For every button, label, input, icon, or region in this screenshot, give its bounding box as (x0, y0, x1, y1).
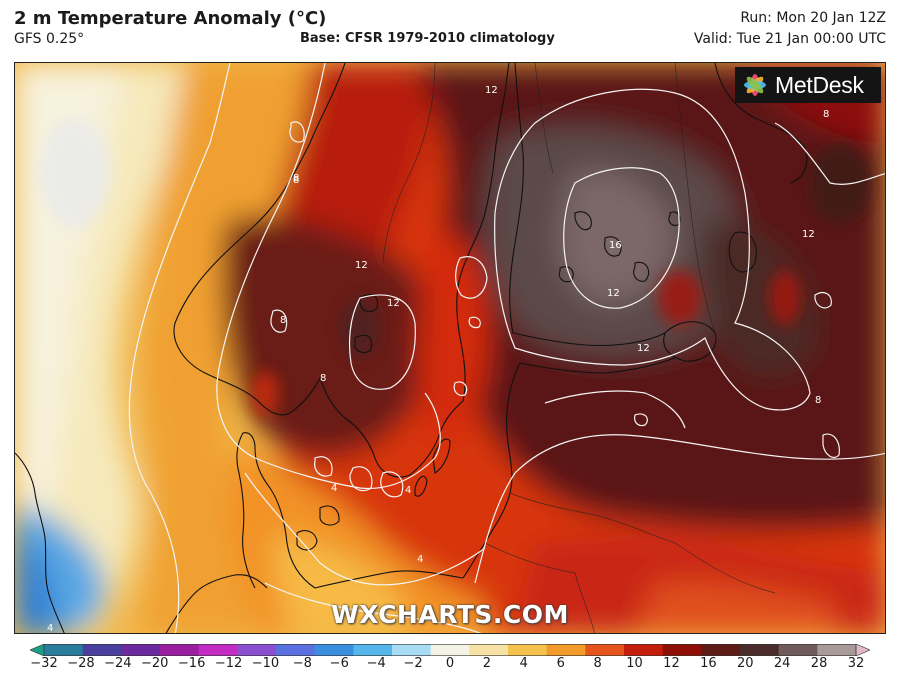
colorbar-segment (662, 644, 702, 656)
colorbar-tick-label: −28 (67, 656, 95, 671)
anomaly-details (40, 118, 870, 415)
contour-label: 4 (405, 485, 411, 496)
colorbar-tick-label: −6 (329, 656, 349, 671)
colorbar-segment (430, 644, 470, 656)
metdesk-star-icon (744, 74, 766, 96)
colorbar-tick-label: 2 (482, 656, 492, 671)
colorbar-segment (508, 644, 548, 656)
contour-label: 12 (607, 288, 620, 299)
colorbar-tick-label: 28 (810, 656, 828, 671)
metdesk-logo-text: MetDesk (775, 71, 864, 98)
anomaly-field (15, 63, 885, 633)
contour-label: 12 (485, 85, 498, 96)
colorbar-segment (701, 644, 741, 656)
color-scale-ticks: −32 −28 −24 −20 −16 −12 −10 −8 −6 −4 −2 0 2 4 6 8 10 12 16… (0, 656, 900, 676)
colorbar-tick-label: 4 (519, 656, 528, 671)
contour-label: 8 (293, 175, 299, 186)
colorbar-tick-label: −2 (403, 656, 423, 671)
colorbar-tick-label: −12 (214, 656, 243, 671)
colorbar-segment (624, 644, 664, 656)
wxcharts-watermark: WXCHARTS.COM (331, 600, 569, 629)
contour-label: 4 (331, 483, 337, 494)
colorbar-segment (392, 644, 432, 656)
colorbar-tick-label: 8 (593, 656, 602, 671)
temperature-anomaly-map[interactable]: 12 8 8 12 12 16 12 12 12 8 8 8 4 4 4 4 8 (14, 62, 886, 634)
run-time-label: Run: Mon 20 Jan 12Z (740, 10, 886, 26)
model-label: GFS 0.25° (14, 31, 85, 47)
colorbar-max-arrow (855, 643, 871, 657)
colorbar-tick-label: −32 (30, 656, 58, 671)
contour-label: 12 (387, 298, 400, 309)
colorbar-tick-label: −24 (104, 656, 132, 671)
coastlines (15, 63, 808, 633)
colorbar-segment (469, 644, 509, 656)
colorbar-segment (353, 644, 393, 656)
colorbar-border (43, 644, 857, 656)
metdesk-logo: MetDesk (735, 67, 881, 103)
colorbar-segment (82, 644, 122, 656)
contour-label: 4 (47, 623, 53, 634)
colorbar-tick-label: 0 (445, 656, 455, 671)
colorbar-segment (740, 644, 780, 656)
colorbar-segment (778, 644, 818, 656)
colorbar-tick-label: 10 (626, 656, 643, 671)
contour-label: 12 (355, 260, 368, 271)
contour-label: 12 (802, 229, 815, 240)
colorbar-segment (585, 644, 625, 656)
colorbar-tick-label: 32 (847, 656, 865, 671)
colorbar-segment (44, 644, 84, 656)
chart-title: 2 m Temperature Anomaly (°C) (14, 8, 327, 29)
colorbar-segment (276, 644, 316, 656)
colorbar-segment (198, 644, 238, 656)
contour-label: 8 (815, 395, 821, 406)
colorbar-tick-label: −16 (177, 656, 206, 671)
contour-label: 12 (637, 343, 650, 354)
colorbar-tick-label: 6 (556, 656, 565, 671)
contour-labels: 12 8 8 12 12 16 12 12 12 8 8 8 4 4 4 4 8 (47, 85, 829, 634)
contour-label: 4 (417, 554, 423, 565)
color-scale-svg (29, 643, 871, 657)
colorbar-tick-label: −10 (251, 656, 280, 671)
contour-label: 8 (320, 373, 326, 384)
colorbar-min-arrow (29, 643, 45, 657)
colorbar-segment (160, 644, 200, 656)
colorbar-segment (314, 644, 354, 656)
map-canvas: 12 8 8 12 12 16 12 12 12 8 8 8 4 4 4 4 8 (15, 63, 885, 634)
colorbar-segment (817, 644, 857, 656)
colorbar-tick-label: 12 (663, 656, 680, 671)
contour-label: 8 (823, 109, 829, 120)
valid-time-label: Valid: Tue 21 Jan 00:00 UTC (693, 31, 886, 47)
contour-label: 16 (609, 240, 622, 251)
colorbar-tick-label: −4 (366, 656, 386, 671)
climatology-base-label: Base: CFSR 1979-2010 climatology (300, 31, 555, 46)
colorbar-tick-label: 16 (700, 656, 717, 671)
colorbar-tick-label: 24 (773, 656, 791, 671)
color-scale-bar (29, 641, 871, 657)
colorbar-segment (546, 644, 586, 656)
contour-label: 8 (293, 173, 299, 184)
colorbar-segment (121, 644, 161, 656)
colorbar-segment (237, 644, 277, 656)
colorbar-tick-label: 20 (736, 656, 754, 671)
colorbar-tick-label: −8 (292, 656, 312, 671)
contour-label: 8 (280, 315, 286, 326)
country-borders (382, 63, 776, 633)
anomaly-contours (128, 63, 885, 633)
colorbar-tick-label: −20 (141, 656, 169, 671)
